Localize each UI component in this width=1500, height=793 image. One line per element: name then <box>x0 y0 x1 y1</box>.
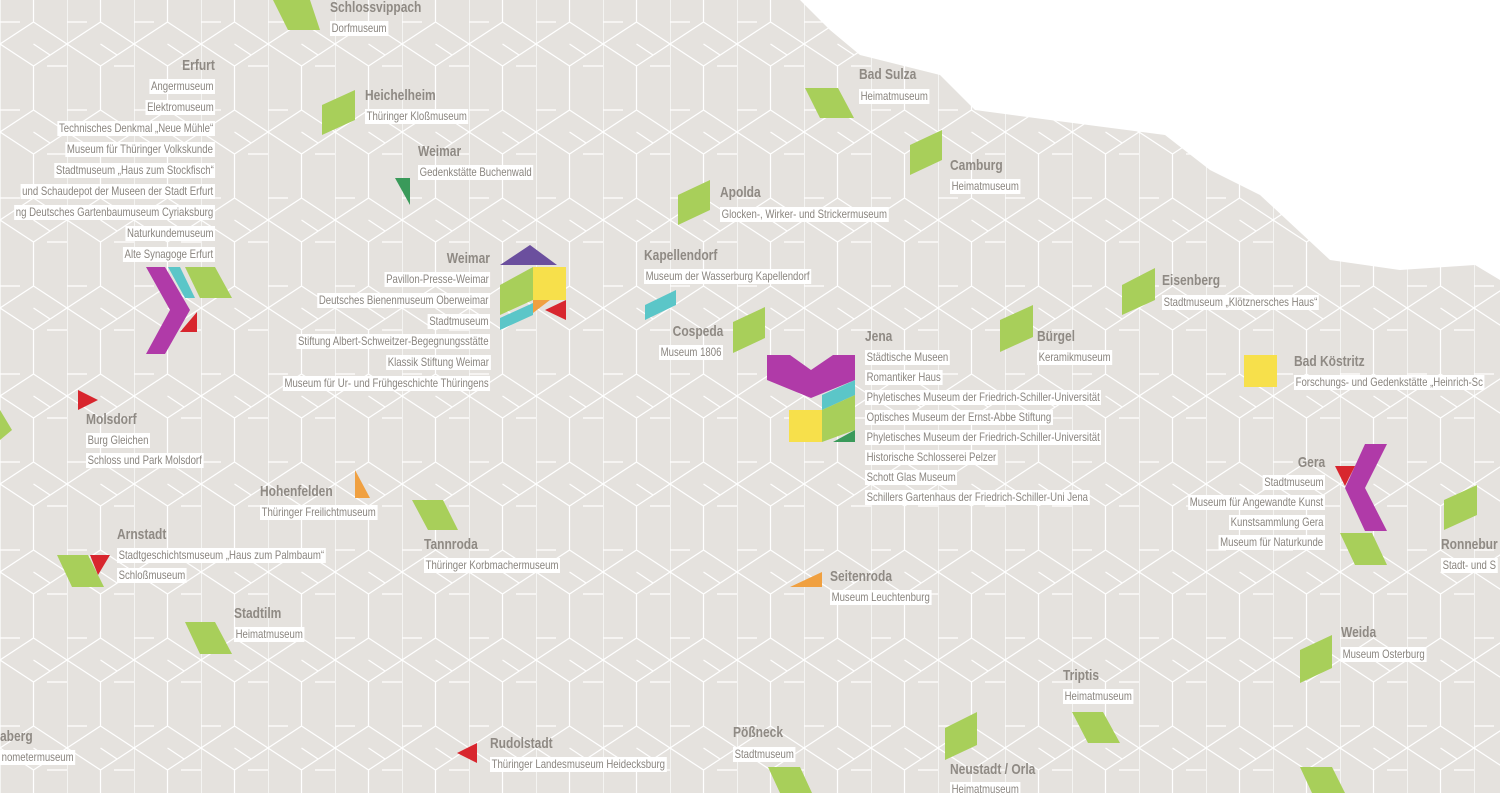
museum-label: Gedenkstätte Buchenwald <box>418 164 534 180</box>
museum-label: und Schaudepot der Museen der Stadt Erfu… <box>20 183 215 199</box>
place-name: Weimar <box>418 143 462 160</box>
place-name: Erfurt <box>182 57 215 74</box>
museum-label: Heimatmuseum <box>234 626 305 642</box>
museum-label: Stadtmuseum „Haus zum Stockfisch“ <box>53 163 215 178</box>
place-name: aberg <box>0 728 33 745</box>
museum-label: Alte Synagoge Erfurt <box>123 246 215 262</box>
place-name: Eisenberg <box>1162 272 1221 289</box>
place-name: Bürgel <box>1037 328 1076 345</box>
museum-label: Forschungs- und Gedenkstätte „Heinrich-S… <box>1294 374 1485 390</box>
place-name: Bad Köstritz <box>1294 353 1365 370</box>
museum-label: ng Deutsches Gartenbaumuseum Cyriaksburg <box>14 204 215 220</box>
place-name: Bad Sulza <box>859 66 917 83</box>
place-name: Gera <box>1297 454 1325 471</box>
place-name: Cospeda <box>672 323 723 340</box>
place-name: Camburg <box>950 157 1003 174</box>
museum-label: Glocken-, Wirker- und Strickermuseum <box>720 206 889 222</box>
museum-label: Deutsches Bienenmuseum Oberweimar <box>317 292 490 308</box>
museum-label: Kunstsammlung Gera <box>1228 514 1325 530</box>
place-name: Jena <box>865 328 893 345</box>
museum-label: Heimatmuseum <box>1063 688 1134 704</box>
museum-label: Stadtmuseum <box>733 746 796 762</box>
place-name: Apolda <box>720 184 761 201</box>
place-name: Heichelheim <box>365 87 436 104</box>
museum-label: nometermuseum <box>0 749 76 765</box>
museum-label: Thüringer Korbmachermuseum <box>424 557 561 573</box>
museum-label: Heimatmuseum <box>950 781 1021 793</box>
place-name: Seitenroda <box>830 568 893 585</box>
museum-label: Heimatmuseum <box>950 178 1021 194</box>
place-name: Weimar <box>446 250 490 267</box>
museum-label: Burg Gleichen <box>86 432 151 448</box>
place-name: Hohenfelden <box>260 483 333 500</box>
museum-label: Stadtmuseum <box>427 313 490 329</box>
place-name: Kapellendorf <box>644 247 718 264</box>
place-name: Weida <box>1341 624 1377 641</box>
museum-label: Thüringer Freilichtmuseum <box>260 504 378 520</box>
museum-label: Elektromuseum <box>145 100 215 116</box>
museum-label: Stadtmuseum „Klötznersches Haus“ <box>1162 294 1319 310</box>
museum-label: Heimatmuseum <box>859 88 930 104</box>
place-name: Schlossvippach <box>330 0 422 16</box>
museum-label: Angermuseum <box>149 79 215 95</box>
place-name: Molsdorf <box>86 411 137 428</box>
museum-label: Dorfmuseum <box>330 20 389 36</box>
place-name: Ronnebur <box>1441 536 1498 553</box>
museum-label: Schott Glas Museum <box>865 469 958 485</box>
museum-label: Museum 1806 <box>658 344 723 360</box>
museum-label: Museum für Ur- und Frühgeschichte Thürin… <box>282 375 490 391</box>
museum-label: Romantiker Haus <box>865 369 943 385</box>
museum-label: Schillers Gartenhaus der Friedrich-Schil… <box>865 489 1090 505</box>
museum-label: Schloßmuseum <box>117 567 187 583</box>
museum-label: Historische Schlosserei Pelzer <box>865 449 998 465</box>
museum-label: Stadtgeschichtsmuseum „Haus zum Palmbaum… <box>117 547 326 563</box>
museum-label: Museum für Thüringer Volkskunde <box>65 142 215 158</box>
museum-label: Optisches Museum der Ernst-Abbe Stiftung <box>865 409 1053 425</box>
museum-label: Pavillon-Presse-Weimar <box>384 272 490 288</box>
place-name: Rudolstadt <box>490 735 553 752</box>
museum-label: Stadt- und S <box>1441 557 1498 573</box>
museum-label: Museum für Naturkunde <box>1218 534 1325 550</box>
museum-label: Museum der Wasserburg Kapellendorf <box>644 268 812 284</box>
museum-label: Städtische Museen <box>865 349 950 365</box>
museum-label: Museum Leuchtenburg <box>830 589 932 605</box>
museum-label: Stiftung Albert-Schweitzer-Begegnungsstä… <box>296 334 490 350</box>
place-name: Pößneck <box>733 724 784 741</box>
place-name: Tannroda <box>424 536 478 553</box>
museum-label: Stadtmuseum <box>1262 475 1325 491</box>
museum-label: Phyletisches Museum der Friedrich-Schill… <box>865 429 1102 445</box>
museum-label: Phyletisches Museum der Friedrich-Schill… <box>865 389 1102 405</box>
museum-label: Schloss und Park Molsdorf <box>86 452 204 468</box>
museum-label: Keramikmuseum <box>1037 349 1113 365</box>
place-name: Neustadt / Orla <box>950 761 1036 778</box>
museum-label: Museum für Angewandte Kunst <box>1188 495 1325 511</box>
museum-label: Naturkundemuseum <box>125 225 215 241</box>
museum-label: Thüringer Landesmuseum Heidecksburg <box>490 756 667 772</box>
museum-label: Museum Osterburg <box>1341 646 1427 662</box>
museum-label: Technisches Denkmal „Neue Mühle“ <box>57 121 215 137</box>
place-name: Stadtilm <box>234 605 282 622</box>
place-name: Triptis <box>1063 667 1100 684</box>
museum-label: Klassik Stiftung Weimar <box>385 355 490 370</box>
museum-label: Thüringer Kloßmuseum <box>365 108 469 124</box>
place-name: Arnstadt <box>117 526 167 543</box>
